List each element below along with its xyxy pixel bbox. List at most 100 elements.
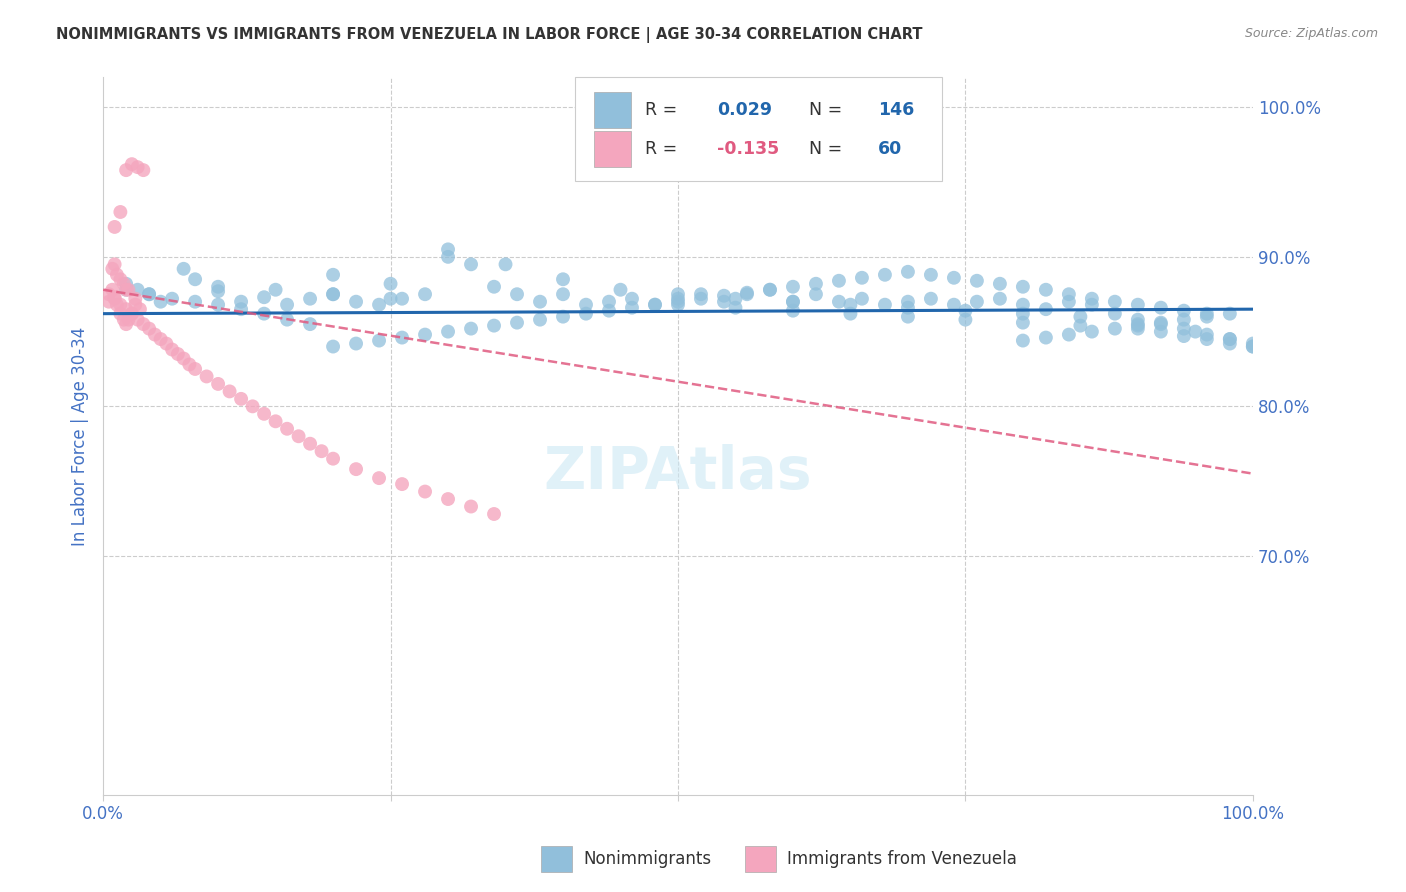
Point [782, 294, 804, 309]
Point [988, 277, 1011, 291]
Point [1150, 301, 1173, 315]
Point [482, 507, 505, 521]
Text: ZIPAtlas: ZIPAtlas [544, 443, 813, 500]
Point [482, 279, 505, 293]
Point [101, 283, 124, 297]
Point [1081, 298, 1104, 312]
Point [666, 292, 689, 306]
FancyBboxPatch shape [575, 78, 942, 181]
Point [1104, 321, 1126, 335]
Point [322, 451, 344, 466]
Point [713, 294, 735, 309]
Point [104, 290, 127, 304]
Text: 0.029: 0.029 [717, 101, 772, 119]
Point [897, 265, 920, 279]
Point [666, 287, 689, 301]
Point [115, 283, 138, 297]
Point [920, 268, 942, 282]
FancyBboxPatch shape [595, 131, 631, 167]
Point [495, 257, 517, 271]
Point [1173, 303, 1195, 318]
Point [195, 369, 218, 384]
Point [124, 298, 146, 312]
Point [179, 358, 201, 372]
Point [1173, 329, 1195, 343]
Point [115, 277, 138, 291]
Point [942, 298, 965, 312]
Point [299, 436, 322, 450]
Point [1241, 336, 1264, 351]
Point [1012, 298, 1035, 312]
Point [1184, 325, 1206, 339]
Point [173, 351, 195, 366]
Point [1012, 279, 1035, 293]
Point [1195, 307, 1218, 321]
Point [1104, 307, 1126, 321]
Point [782, 279, 804, 293]
Point [1057, 287, 1080, 301]
Point [851, 292, 873, 306]
Point [759, 283, 782, 297]
Point [104, 219, 127, 234]
Point [121, 157, 143, 171]
Point [138, 287, 160, 301]
Point [873, 298, 896, 312]
Text: R =: R = [644, 140, 676, 158]
Text: R =: R = [644, 101, 676, 119]
Point [1012, 307, 1035, 321]
Point [529, 294, 551, 309]
Point [344, 294, 367, 309]
Point [1173, 321, 1195, 335]
Point [207, 279, 229, 293]
Point [437, 491, 460, 506]
Point [1195, 310, 1218, 324]
Point [173, 261, 195, 276]
Point [322, 287, 344, 301]
Point [1219, 332, 1241, 346]
Point [839, 298, 862, 312]
Point [167, 347, 190, 361]
Point [229, 302, 252, 317]
Point [105, 298, 128, 312]
Point [782, 294, 804, 309]
Point [690, 287, 713, 301]
Point [1219, 332, 1241, 346]
Point [724, 301, 747, 315]
Point [735, 285, 758, 300]
Point [160, 292, 183, 306]
Point [413, 484, 436, 499]
Point [437, 243, 460, 257]
Point [149, 294, 172, 309]
Point [207, 298, 229, 312]
Point [1150, 317, 1173, 331]
Point [368, 471, 391, 485]
Point [242, 400, 264, 414]
Point [644, 298, 666, 312]
Point [344, 462, 367, 476]
Point [551, 287, 574, 301]
Point [482, 318, 505, 333]
Point [1195, 327, 1218, 342]
Point [955, 303, 977, 318]
Point [299, 292, 322, 306]
Point [413, 287, 436, 301]
Point [184, 294, 207, 309]
Point [127, 283, 149, 297]
Point [551, 310, 574, 324]
Point [759, 283, 782, 297]
Point [413, 327, 436, 342]
Point [1104, 294, 1126, 309]
Point [132, 317, 155, 331]
Point [1012, 316, 1035, 330]
Point [276, 422, 298, 436]
Point [1012, 334, 1035, 348]
Point [207, 284, 229, 298]
Point [666, 294, 689, 309]
Text: Source: ZipAtlas.com: Source: ZipAtlas.com [1244, 27, 1378, 40]
Point [1081, 292, 1104, 306]
Point [155, 336, 177, 351]
Point [380, 277, 402, 291]
Point [1035, 302, 1057, 317]
Point [124, 292, 146, 306]
Point [666, 298, 689, 312]
